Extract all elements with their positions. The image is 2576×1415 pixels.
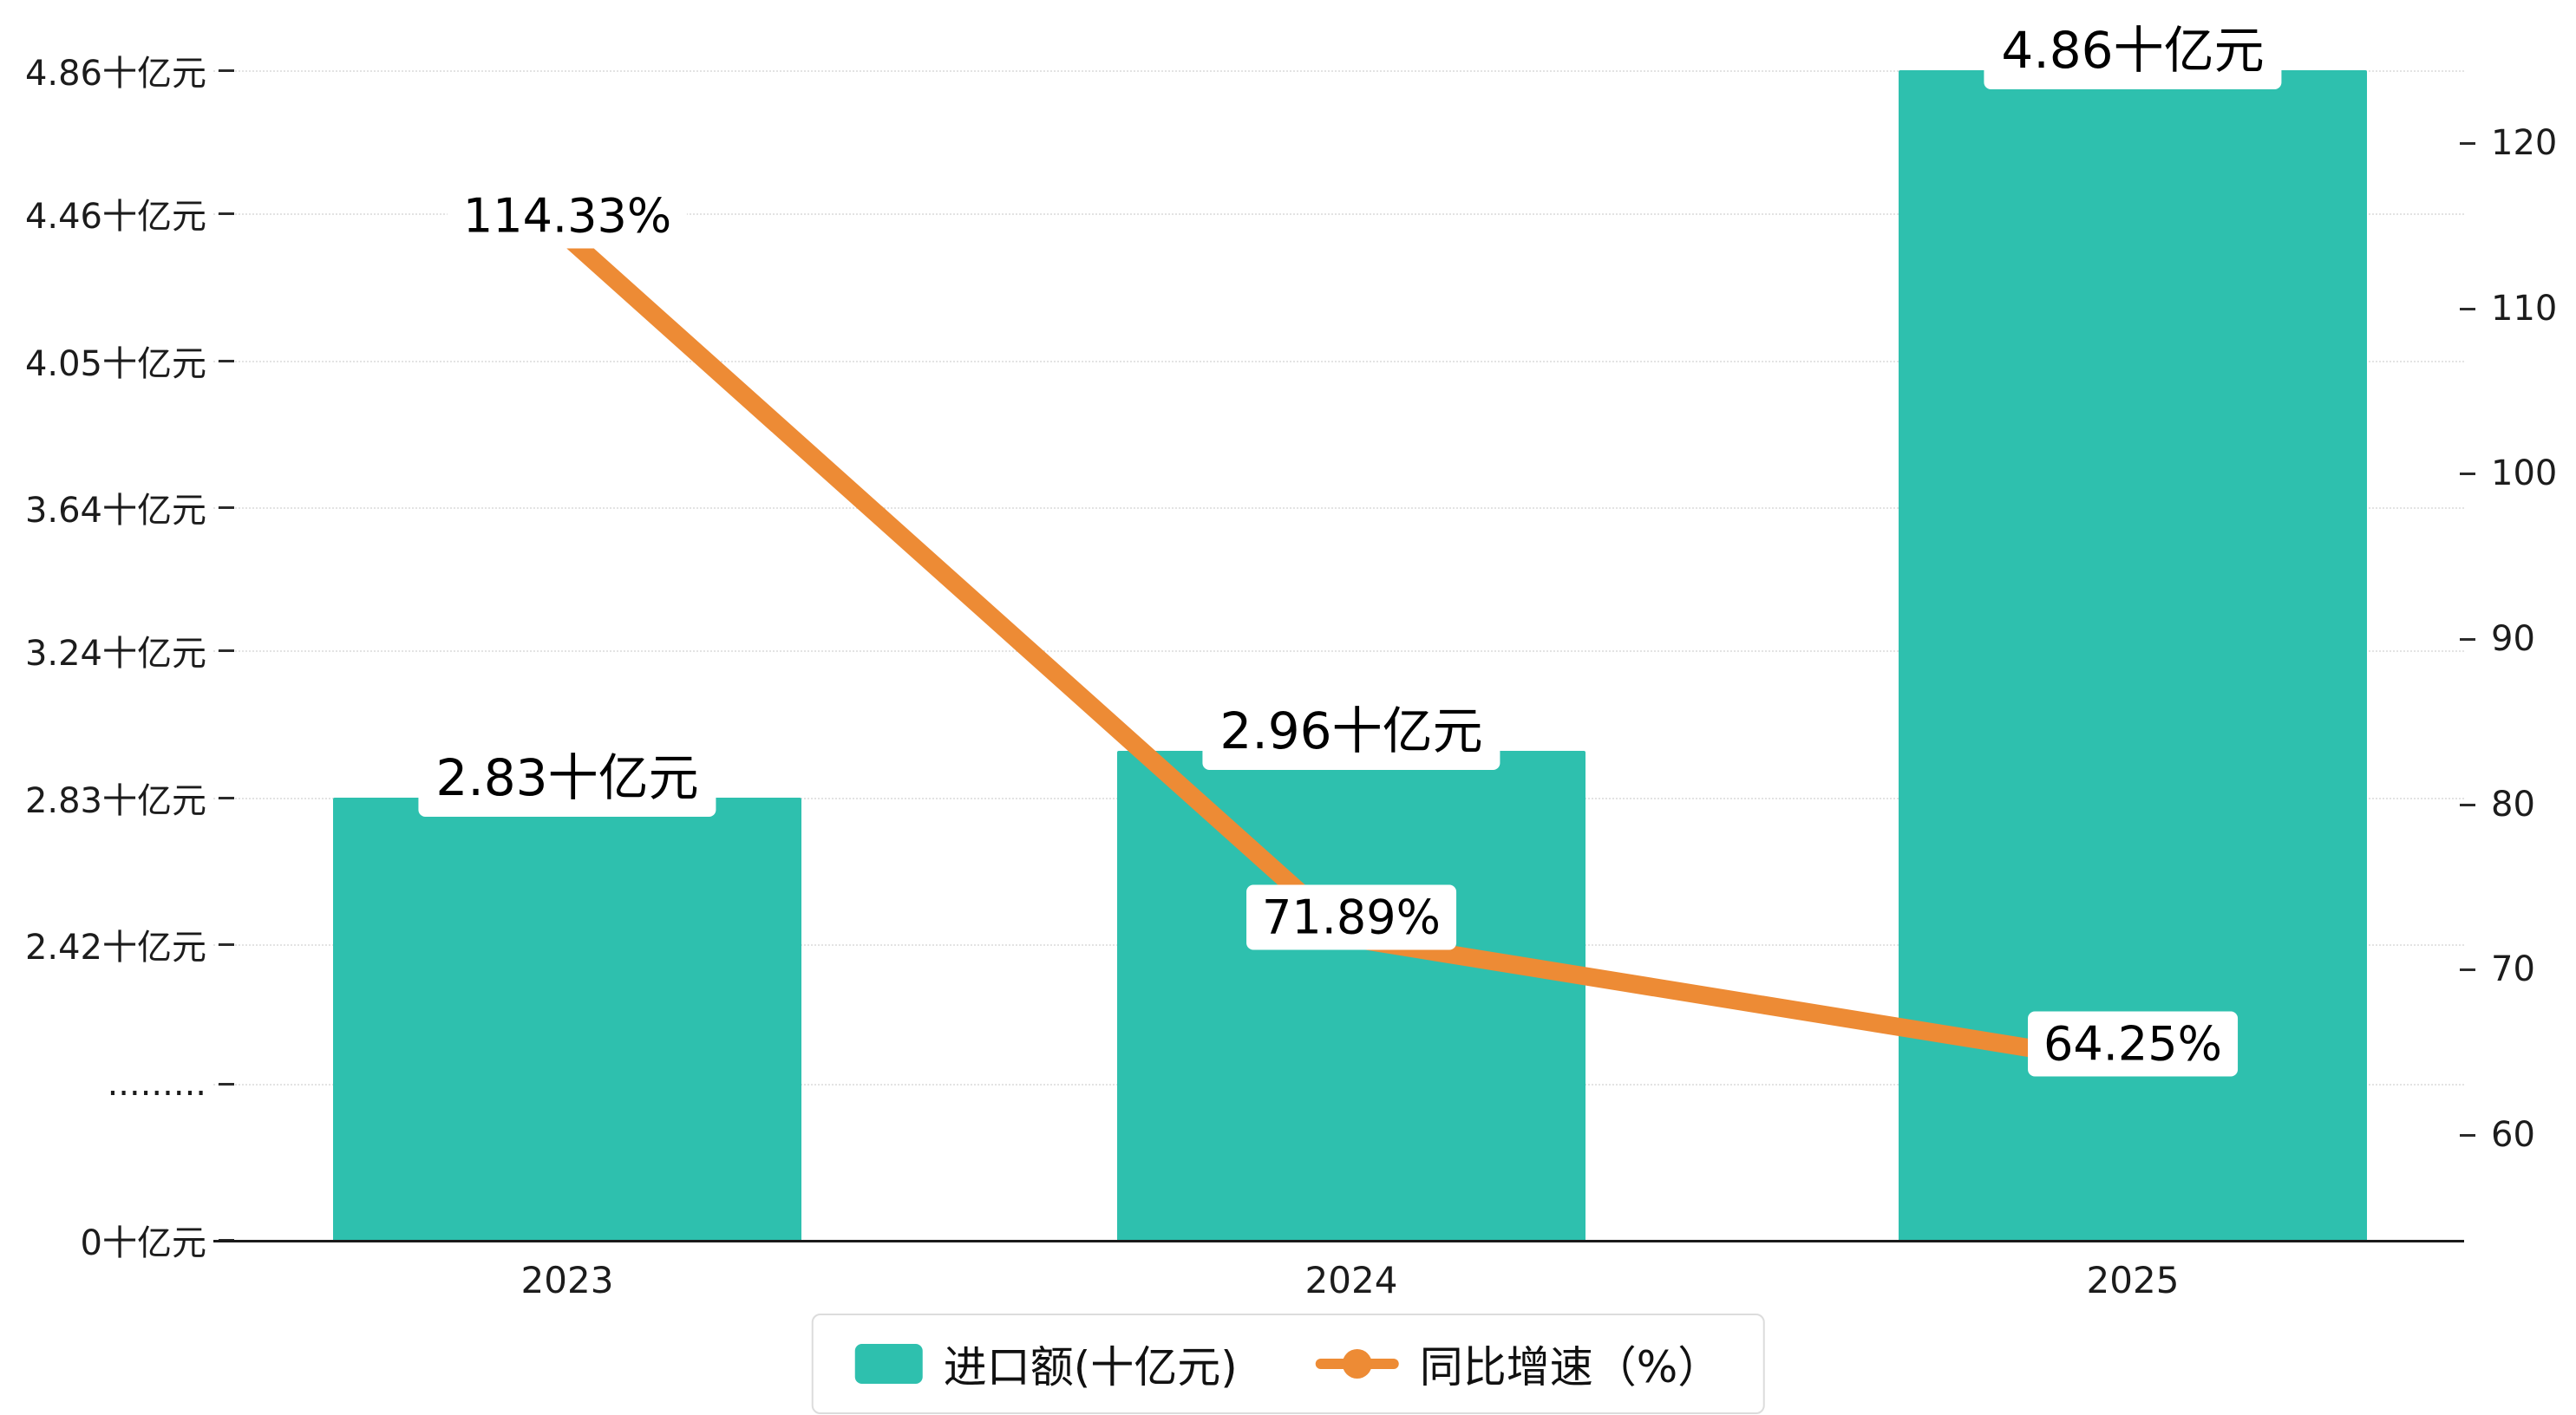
legend-label-growth: 同比增速（%） bbox=[1419, 1342, 1722, 1392]
left-axis-tick bbox=[219, 506, 234, 509]
left-axis-tick bbox=[219, 69, 234, 72]
line-point-label: 64.25% bbox=[2028, 1011, 2238, 1077]
right-axis-tick-label: 60 bbox=[2491, 1115, 2535, 1155]
legend: 进口额(十亿元) 同比增速（%） bbox=[811, 1314, 1765, 1414]
right-axis-tick-label: 110 bbox=[2491, 289, 2558, 329]
x-axis-label-2023: 2023 bbox=[520, 1259, 614, 1301]
legend-item-imports[interactable]: 进口额(十亿元) bbox=[854, 1333, 1238, 1395]
x-axis-label-2025: 2025 bbox=[2086, 1259, 2180, 1301]
right-axis-tick-label: 120 bbox=[2491, 123, 2558, 163]
left-axis-tick-label: 4.86十亿元 bbox=[24, 54, 206, 94]
gridline bbox=[213, 213, 2464, 215]
left-axis-tick-label: 3.24十亿元 bbox=[24, 634, 206, 674]
line-point-label: 114.33% bbox=[447, 183, 688, 249]
left-axis-tick bbox=[219, 360, 234, 362]
bar-swatch-icon bbox=[854, 1344, 923, 1384]
left-axis-tick bbox=[219, 649, 234, 652]
bar-value-label: 2.96十亿元 bbox=[1202, 682, 1500, 770]
bar-value-label: 2.83十亿元 bbox=[418, 729, 716, 817]
gridline bbox=[213, 650, 2464, 652]
right-axis-tick-label: 80 bbox=[2491, 785, 2535, 825]
line-dot-icon bbox=[1342, 1349, 1372, 1379]
right-axis-tick bbox=[2460, 142, 2475, 145]
gridline bbox=[213, 70, 2464, 72]
bar-value-label: 4.86十亿元 bbox=[1984, 3, 2282, 89]
right-axis-tick bbox=[2460, 473, 2475, 475]
left-axis-tick bbox=[219, 212, 234, 215]
line-point-label: 71.89% bbox=[1246, 884, 1456, 950]
left-axis-tick-label: 4.46十亿元 bbox=[24, 197, 206, 237]
left-axis-tick-label: 2.83十亿元 bbox=[24, 781, 206, 821]
bar-2024[interactable] bbox=[1117, 750, 1585, 1240]
right-axis-tick bbox=[2460, 1134, 2475, 1137]
right-axis-tick bbox=[2460, 804, 2475, 806]
right-axis-tick-label: 90 bbox=[2491, 619, 2535, 659]
gridline bbox=[213, 361, 2464, 362]
line-swatch-icon bbox=[1315, 1349, 1399, 1379]
left-axis-tick bbox=[219, 943, 234, 946]
legend-label-imports: 进口额(十亿元) bbox=[943, 1342, 1238, 1392]
left-axis-tick bbox=[219, 797, 234, 799]
x-axis-line bbox=[213, 1240, 2464, 1242]
left-axis-tick-label: 3.64十亿元 bbox=[24, 491, 206, 531]
left-axis-tick-label: 4.05十亿元 bbox=[24, 344, 206, 384]
left-axis-tick-label: 2.42十亿元 bbox=[24, 928, 206, 968]
x-axis-label-2024: 2024 bbox=[1304, 1259, 1398, 1301]
right-axis-tick bbox=[2460, 968, 2475, 971]
bar-2023[interactable] bbox=[333, 797, 801, 1240]
right-axis-tick bbox=[2460, 638, 2475, 641]
left-axis-tick-label: 0十亿元 bbox=[80, 1223, 206, 1263]
gridline bbox=[213, 507, 2464, 509]
left-axis-tick bbox=[219, 1083, 234, 1086]
right-axis-tick-label: 100 bbox=[2491, 453, 2558, 493]
right-axis-tick-label: 70 bbox=[2491, 949, 2535, 989]
right-axis-tick bbox=[2460, 308, 2475, 310]
left-axis-tick-label: ......... bbox=[107, 1064, 206, 1104]
legend-item-growth[interactable]: 同比增速（%） bbox=[1315, 1333, 1722, 1395]
